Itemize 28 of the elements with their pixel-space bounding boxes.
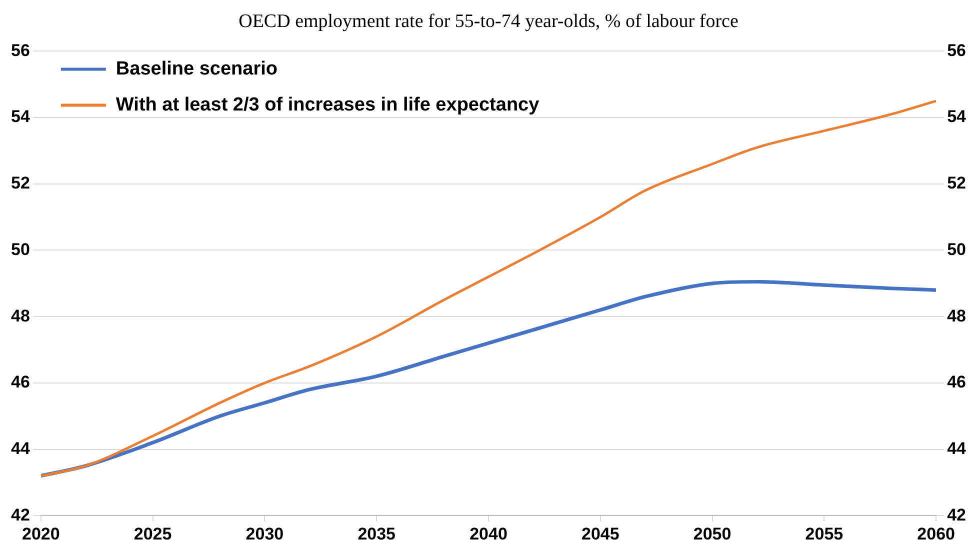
y2-tick-label: 52: [947, 174, 966, 193]
x-tick-label: 2055: [805, 524, 844, 544]
y2-tick-label: 50: [947, 240, 966, 259]
y-tick-label: 42: [10, 505, 30, 524]
x-tick-label: 2030: [246, 524, 284, 544]
x-tick-label: 2025: [134, 524, 172, 544]
legend-label: With at least 2/3 of increases in life expectancy: [116, 94, 540, 116]
y2-tick-label: 54: [947, 107, 967, 126]
y2-tick-label: 48: [947, 306, 966, 326]
y-tick-label: 56: [10, 40, 30, 60]
x-tick-label: 2050: [693, 524, 732, 544]
y-tick-label: 48: [10, 306, 30, 326]
legend-label: Baseline scenario: [116, 58, 278, 80]
x-tick-label: 2045: [581, 524, 620, 544]
y2-tick-label: 56: [947, 40, 966, 60]
x-tick-label: 2020: [22, 524, 60, 544]
y2-tick-label: 44: [947, 438, 967, 458]
y-tick-label: 50: [10, 240, 30, 259]
y2-tick-label: 42: [947, 505, 966, 524]
y-tick-label: 52: [10, 174, 30, 193]
y2-tick-label: 46: [947, 372, 966, 392]
y-tick-label: 54: [10, 107, 30, 126]
x-tick-label: 2060: [917, 524, 956, 544]
y-tick-label: 44: [10, 438, 30, 458]
x-tick-label: 2035: [358, 524, 396, 544]
chart-title: OECD employment rate for 55-to-74 year-olds, % of labour force: [238, 10, 740, 34]
x-tick-label: 2040: [470, 524, 508, 544]
y-tick-label: 46: [10, 372, 30, 392]
